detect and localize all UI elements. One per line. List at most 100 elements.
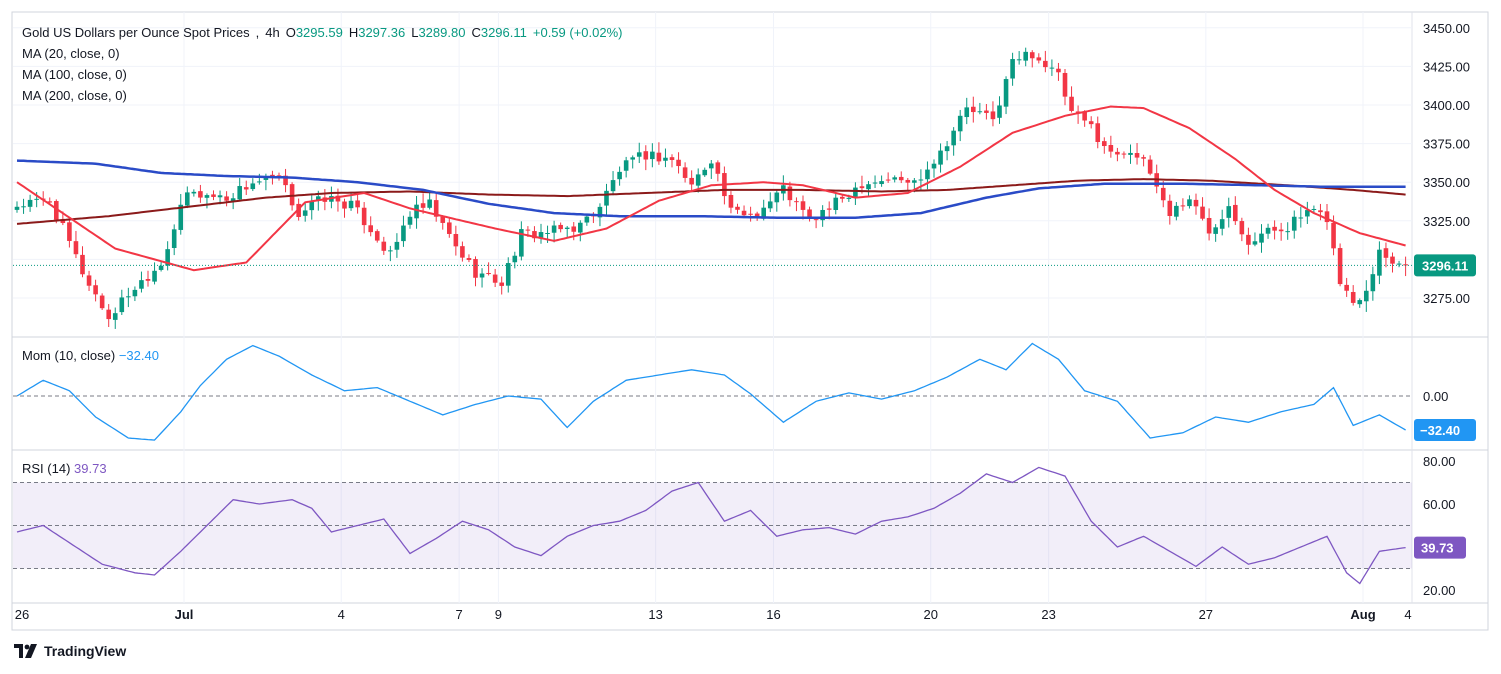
- candle-body: [453, 233, 459, 247]
- candle-body: [1023, 51, 1028, 61]
- symbol-title[interactable]: Gold US Dollars per Ounce Spot Prices: [22, 25, 250, 40]
- candle-body: [1082, 111, 1087, 121]
- candle-body: [820, 209, 825, 221]
- rsi-axis-tick-label: 60.00: [1423, 497, 1456, 512]
- candle-body: [689, 177, 694, 185]
- candle-body: [944, 146, 950, 152]
- candle-body: [1390, 256, 1395, 264]
- candle-body: [525, 229, 531, 231]
- candle-body: [1305, 210, 1310, 217]
- candle-body: [316, 196, 321, 201]
- candle-body: [460, 246, 465, 258]
- ohlc-change: +0.59 (+0.02%): [532, 25, 623, 40]
- candle-body: [853, 187, 858, 197]
- time-axis-tick-label: 7: [456, 607, 463, 622]
- candle-body: [171, 229, 177, 249]
- candle-body: [1265, 227, 1271, 234]
- time-axis-tick-label: Jul: [175, 607, 194, 622]
- candle-body: [257, 181, 262, 183]
- candle-body: [1278, 229, 1284, 232]
- close-value: 3296.11: [480, 25, 527, 40]
- candle-body: [833, 197, 839, 210]
- candle-body: [676, 159, 681, 167]
- ma20-line: [16, 105, 1406, 272]
- candle-body: [1377, 249, 1382, 276]
- candle-body: [623, 160, 629, 171]
- rsi-legend[interactable]: RSI (14) 39.73: [22, 461, 107, 476]
- candle-body: [636, 152, 642, 157]
- close-label: C: [471, 25, 481, 40]
- high-value: 3297.36: [358, 25, 406, 40]
- candle-body: [447, 222, 452, 234]
- candle-body: [112, 313, 118, 320]
- candle-body: [86, 275, 92, 286]
- momentum-value: −32.40: [118, 348, 159, 363]
- chart-frame: [11, 11, 1489, 631]
- candle-body: [198, 191, 203, 198]
- candle-body: [1298, 217, 1304, 219]
- candle-body: [1370, 274, 1376, 292]
- candle-body: [1285, 231, 1290, 233]
- ohlc-high: H3297.36: [349, 22, 405, 43]
- candle-body: [1344, 284, 1349, 291]
- candle-body: [1016, 59, 1022, 61]
- candle-body: [971, 106, 976, 113]
- candle-body: [80, 254, 85, 275]
- candle-body: [152, 270, 157, 282]
- candle-body: [741, 210, 747, 216]
- candle-body: [564, 227, 570, 229]
- rsi-axis-tick-label: 20.00: [1423, 583, 1456, 598]
- candle-body: [414, 204, 419, 219]
- candle-body: [774, 192, 780, 203]
- candle-body: [270, 174, 275, 177]
- time-axis-tick-label: Aug: [1350, 607, 1375, 622]
- candle-body: [761, 207, 766, 219]
- legend-title-row: Gold US Dollars per Ounce Spot Prices, 4…: [22, 22, 623, 43]
- candle-body: [1069, 96, 1074, 111]
- candle-body: [237, 186, 242, 200]
- candle-body: [650, 151, 655, 160]
- candle-body: [283, 175, 288, 186]
- rsi-axis-tick-label: 80.00: [1423, 454, 1456, 469]
- candle-body: [669, 157, 675, 161]
- tradingview-brand[interactable]: TradingView: [14, 643, 126, 659]
- momentum-legend[interactable]: Mom (10, close) −32.40: [22, 348, 159, 363]
- candle-body: [826, 208, 832, 210]
- candle-body: [139, 280, 144, 289]
- candle-body: [1259, 233, 1264, 243]
- candle-body: [1403, 264, 1408, 266]
- candle-body: [1246, 234, 1251, 245]
- candle-body: [925, 169, 930, 180]
- ohlc-open: O3295.59: [286, 22, 343, 43]
- candle-body: [617, 171, 622, 180]
- rsi-last-label: 39.73: [1421, 541, 1454, 556]
- candle-body: [859, 186, 865, 189]
- candle-body: [695, 174, 701, 186]
- candle-body: [656, 152, 662, 162]
- candle-body: [204, 195, 210, 198]
- candle-body: [951, 130, 956, 146]
- price-axis-tick-label: 3450.00: [1423, 21, 1470, 36]
- legend-ma20[interactable]: MA (20, close, 0): [22, 46, 120, 61]
- candle-body: [224, 196, 229, 201]
- candle-body: [519, 229, 524, 257]
- legend-ma200[interactable]: MA (200, close, 0): [22, 88, 127, 103]
- ohlc-close: C3296.11: [471, 22, 526, 43]
- candle-body: [1357, 300, 1363, 305]
- candle-body: [1239, 221, 1245, 235]
- high-label: H: [348, 25, 359, 40]
- candle-body: [1003, 79, 1009, 107]
- candle-body: [754, 213, 760, 219]
- candle-body: [984, 110, 989, 113]
- candle-body: [532, 231, 537, 239]
- candle-body: [1147, 159, 1153, 174]
- price-axis-tick-label: 3425.00: [1423, 59, 1470, 74]
- legend-ma100[interactable]: MA (100, close, 0): [22, 67, 127, 82]
- candle-body: [355, 200, 360, 208]
- candle-body: [1252, 241, 1258, 245]
- candle-body: [1128, 152, 1133, 155]
- candle-body: [1102, 141, 1107, 147]
- symbol-interval[interactable]: 4h: [265, 25, 280, 40]
- candle-body: [132, 289, 138, 297]
